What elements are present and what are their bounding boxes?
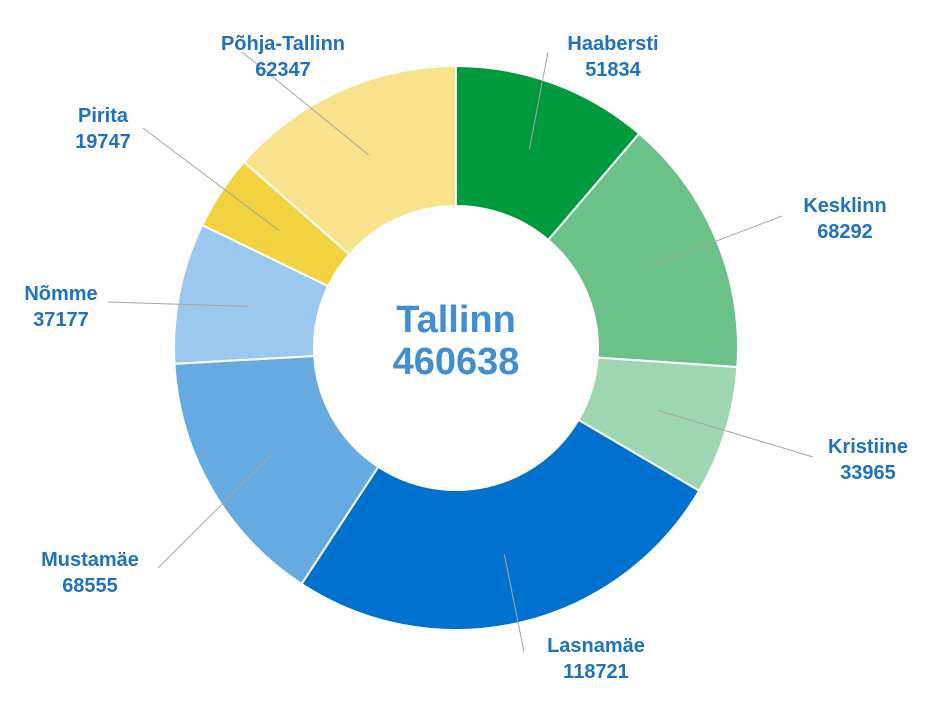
leader-line-põhja-tallinn (241, 51, 369, 156)
leader-line-haabersti (528, 51, 549, 150)
slice-label-name: Kesklinn (803, 195, 886, 217)
slice-label-value: 19747 (75, 131, 131, 153)
slice-label-value: 62347 (255, 59, 311, 81)
slice-label-value: 68292 (817, 221, 873, 243)
slices (173, 64, 739, 631)
slice-label-value: 33965 (840, 462, 896, 484)
slice-label-name: Põhja-Tallinn (221, 33, 345, 55)
slice-label-value: 51834 (585, 59, 641, 81)
slice-kesklinn (546, 132, 739, 369)
slice-põhja-tallinn (242, 64, 457, 256)
slice-label-value: 68555 (62, 575, 118, 597)
slice-label-name: Mustamäe (41, 549, 139, 571)
slice-label-name: Nõmme (24, 283, 97, 305)
slice-label-name: Kristiine (828, 436, 908, 458)
leader-line-lasnamäe (503, 554, 525, 653)
slice-label-name: Haabersti (567, 33, 658, 55)
slice-lasnamäe (300, 418, 701, 631)
slice-label-value: 37177 (33, 309, 89, 331)
slice-label-name: Pirita (78, 105, 129, 127)
slice-labels: Haabersti 51834 Kesklinn 68292 Kristiine 3396… (24, 33, 908, 683)
slice-mustamäe (173, 354, 380, 586)
leader-line-nõmme (107, 301, 249, 307)
leader-line-kesklinn (651, 215, 783, 267)
leader-lines (107, 51, 814, 653)
center-value: 460638 (393, 341, 520, 383)
center-title: Tallinn (396, 299, 516, 341)
leader-line-kristiine (658, 410, 814, 458)
leader-line-mustamäe (157, 453, 273, 569)
leader-line-pirita (142, 127, 280, 232)
slice-label-value: 118721 (563, 661, 629, 683)
slice-label-name: Lasnamäe (547, 635, 645, 657)
